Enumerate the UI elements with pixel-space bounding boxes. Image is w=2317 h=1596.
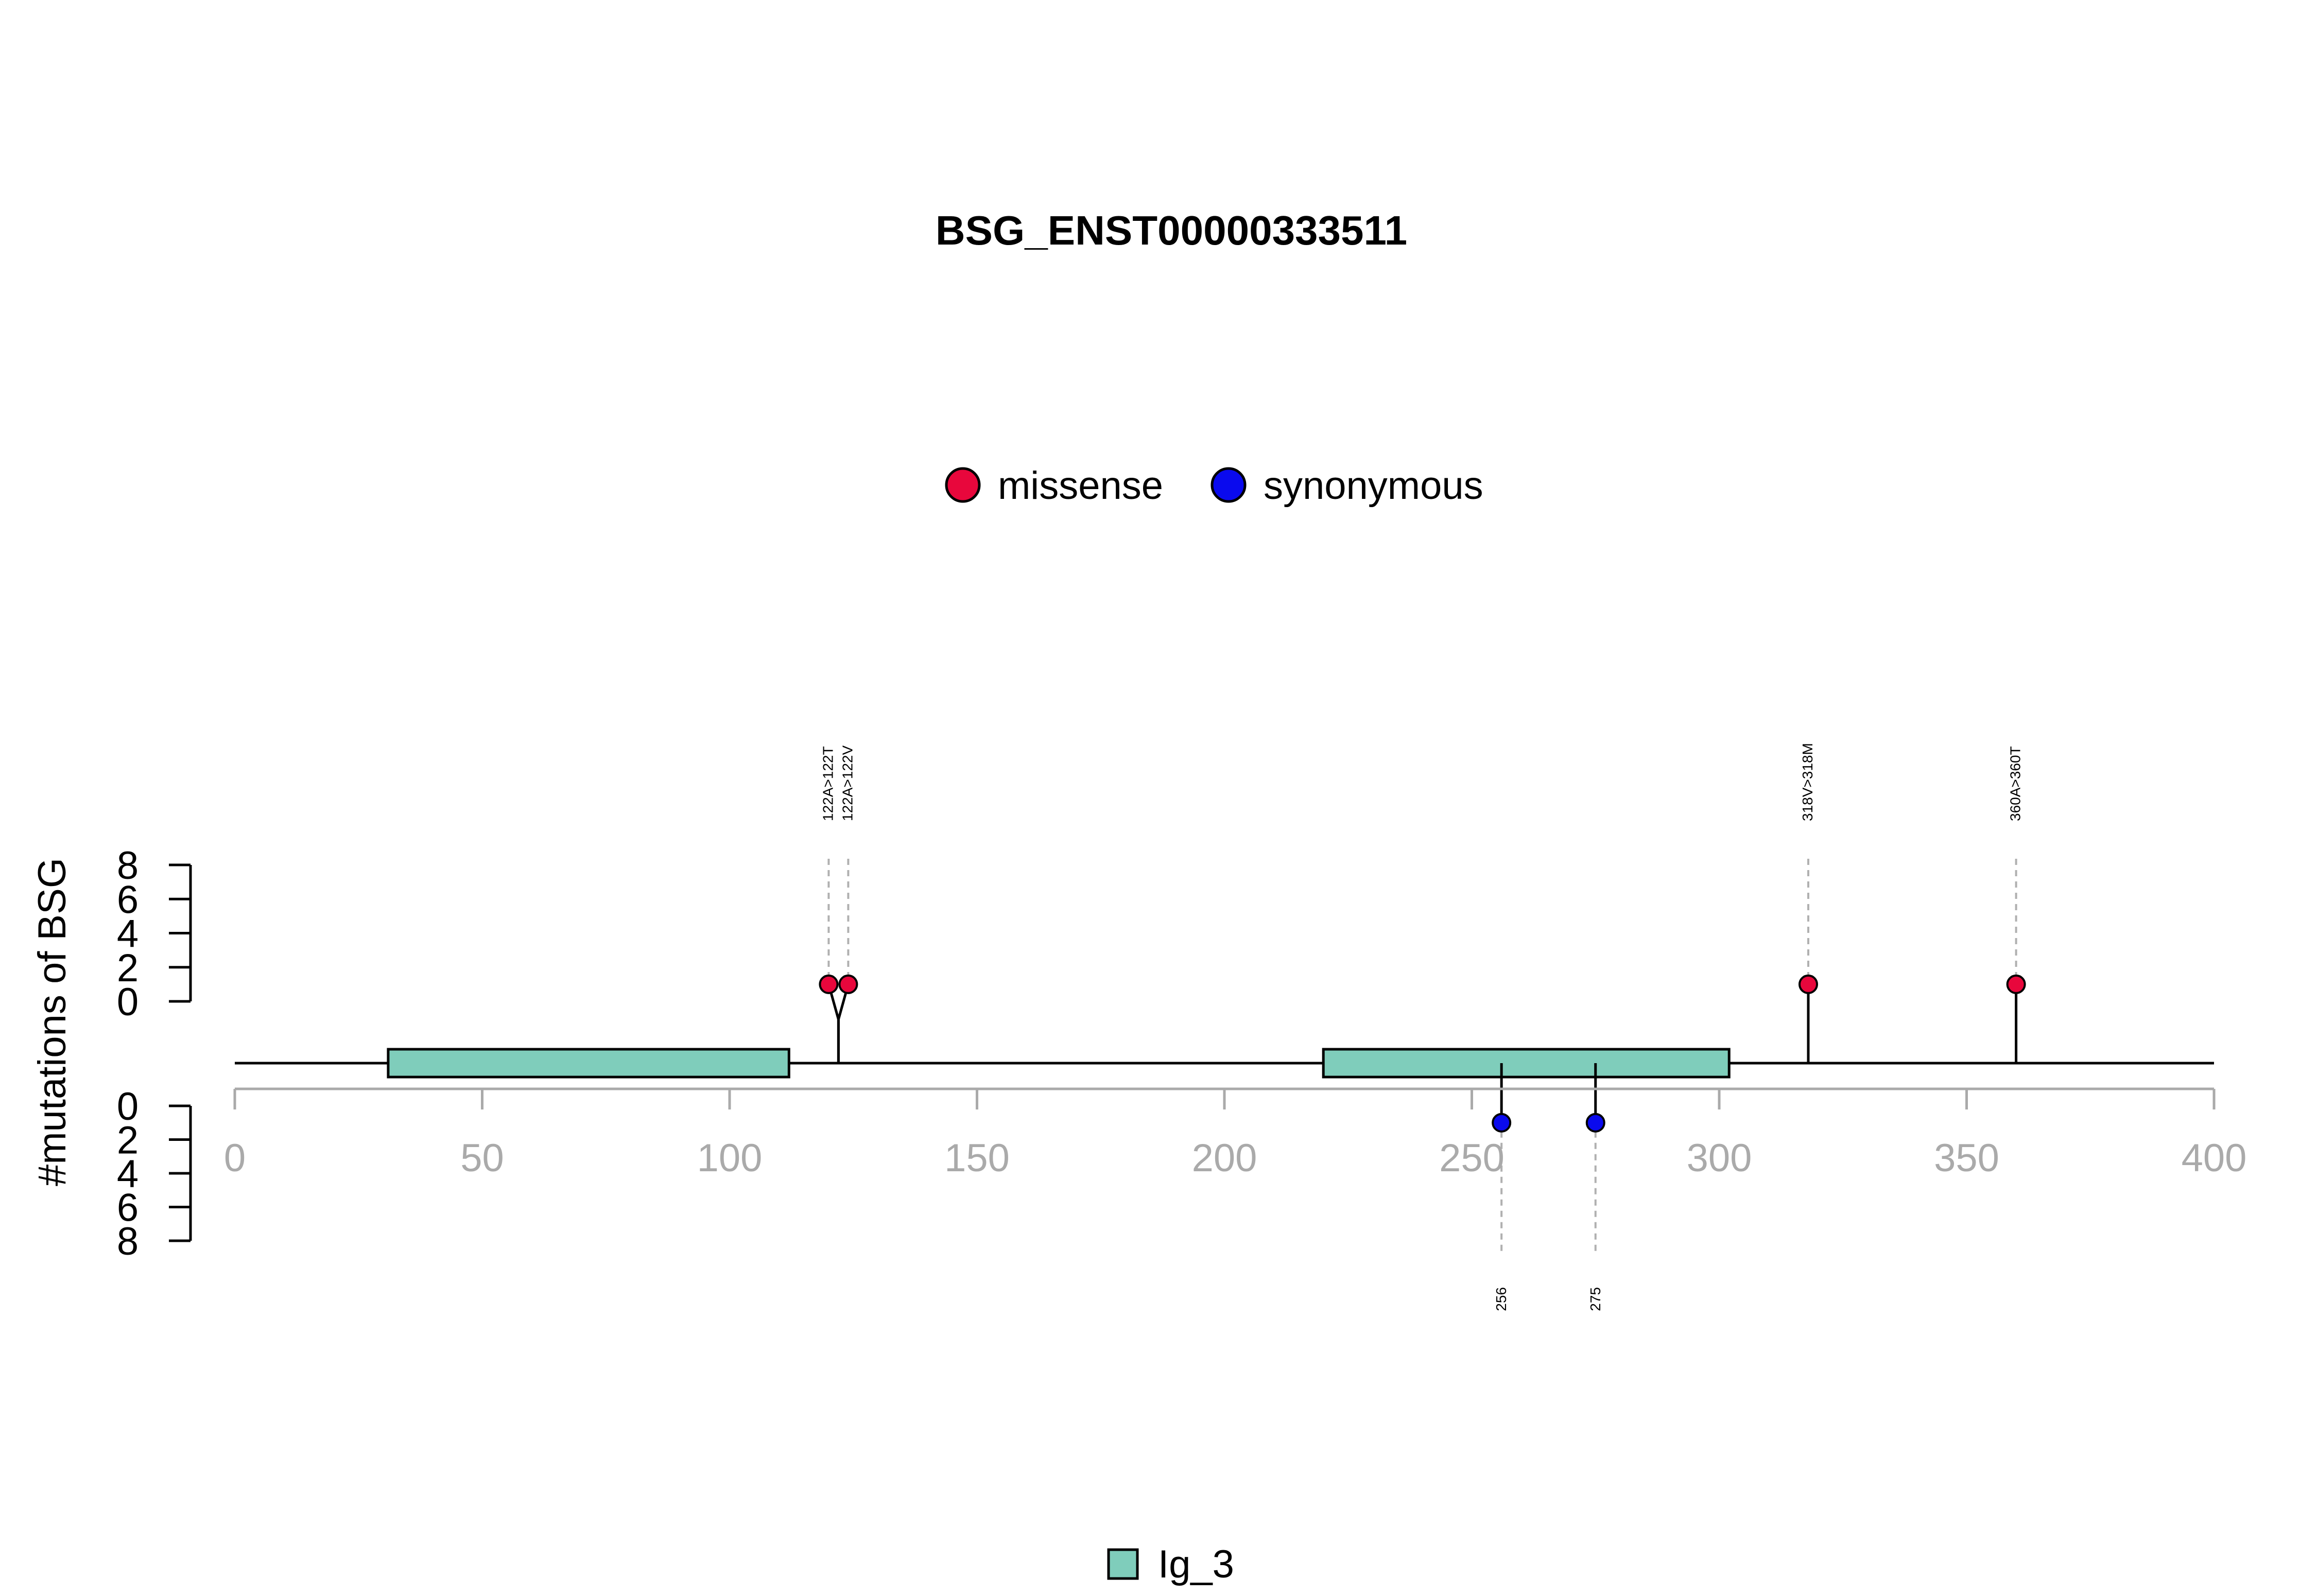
lollipop-head-synonymous xyxy=(1585,1113,1605,1133)
y-axis-upper-tick-label: 0 xyxy=(117,980,139,1024)
lollipop-head-synonymous xyxy=(1492,1113,1512,1133)
mutation-label: 122A>122V xyxy=(839,745,855,821)
domain-box-Ig_3-2 xyxy=(1322,1048,1731,1079)
x-tick-label: 50 xyxy=(460,1136,504,1180)
lollipop-heads xyxy=(819,974,2026,1133)
legend-label-missense: missense xyxy=(998,464,1163,508)
label-guides xyxy=(827,859,2017,1251)
x-tick-label: 300 xyxy=(1687,1136,1752,1180)
x-tick-label: 150 xyxy=(944,1136,1010,1180)
y-axis-upper-tick-label: 6 xyxy=(117,878,139,922)
x-axis: 0 50 100 150 200 250 300 350 400 xyxy=(224,1087,2247,1180)
domain-legend: Ig_3 xyxy=(1107,1542,1234,1586)
y-axis-lower-tick-label: 4 xyxy=(117,1152,139,1196)
y-axis-lower-tick-label: 0 xyxy=(117,1085,139,1129)
y-axis-lower-tick-label: 6 xyxy=(117,1186,139,1230)
lollipop-head-missense xyxy=(819,974,839,994)
stem-line xyxy=(827,984,840,1063)
mutation-label: 318V>318M xyxy=(1800,743,1815,821)
lollipop-head-missense xyxy=(2006,974,2026,994)
mutation-labels: 122A>122T 122A>122V 318V>318M 360A>360T 256 2… xyxy=(820,743,2023,1311)
chart-title: BSG_ENST00000333511 xyxy=(936,207,1407,253)
y-axis-upper-tick-label: 8 xyxy=(117,844,139,888)
mutation-label: 275 xyxy=(1587,1287,1603,1311)
x-tick-label: 0 xyxy=(224,1136,246,1180)
x-tick-label: 250 xyxy=(1439,1136,1505,1180)
y-axis-upper-tick-label: 4 xyxy=(117,912,139,956)
lollipop-stems xyxy=(827,984,2018,1123)
legend-marker-missense xyxy=(945,467,981,503)
y-axis-lower-tick-label: 2 xyxy=(117,1119,139,1163)
domain-legend-label: Ig_3 xyxy=(1158,1542,1234,1586)
x-tick-label: 100 xyxy=(697,1136,763,1180)
y-axis-upper-tick-label: 2 xyxy=(117,946,139,990)
mutation-type-legend: missense synonymous xyxy=(945,464,1483,508)
domain-legend-swatch xyxy=(1107,1548,1139,1580)
domain-boxes xyxy=(387,1048,1731,1079)
legend-label-synonymous: synonymous xyxy=(1264,464,1483,508)
x-tick-label: 400 xyxy=(2182,1136,2247,1180)
y-axis-label: #mutations of BSG xyxy=(30,858,74,1186)
stem-line xyxy=(837,984,850,1063)
mutation-label: 360A>360T xyxy=(2008,746,2024,821)
x-tick-label: 200 xyxy=(1192,1136,1257,1180)
lollipop-head-missense xyxy=(1798,974,1818,994)
domain-box-Ig_3-1 xyxy=(387,1048,790,1079)
mutation-label: 122A>122T xyxy=(820,746,836,821)
y-axis-lower-tick-label: 8 xyxy=(117,1220,139,1263)
mutation-label: 256 xyxy=(1493,1287,1509,1311)
legend-marker-synonymous xyxy=(1211,467,1247,503)
lollipop-head-missense xyxy=(838,974,858,994)
x-tick-label: 350 xyxy=(1934,1136,1999,1180)
